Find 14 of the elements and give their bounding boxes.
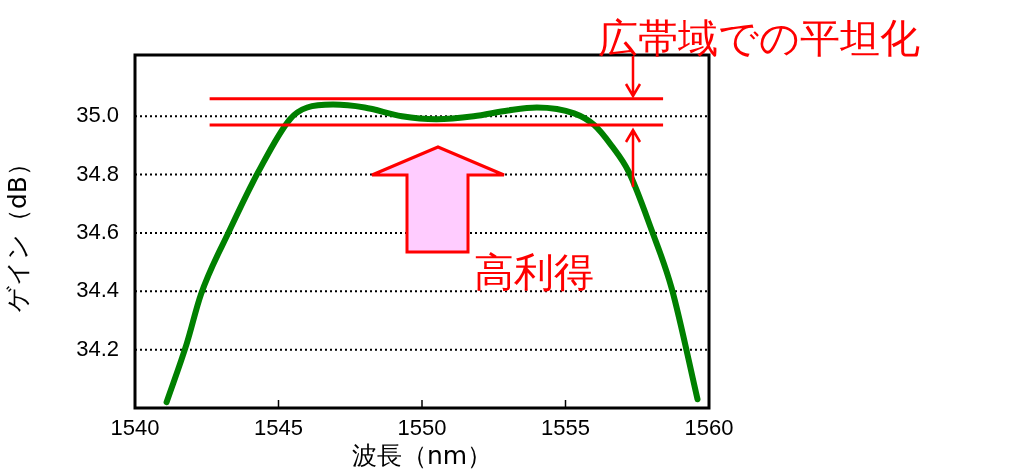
annotation: 高利得 (474, 249, 594, 295)
y-tick-label: 34.2 (76, 335, 119, 361)
annotation: 広帯域での平坦化 (598, 15, 920, 61)
y-tick-label: 34.4 (76, 277, 119, 303)
x-tick-label: 1550 (397, 415, 447, 441)
y-tick-label: 34.8 (76, 160, 119, 186)
x-axis-title: 波長（nm） (351, 440, 493, 470)
y-axis-title: ゲイン（dB） (2, 150, 32, 313)
y-tick-label: 34.6 (76, 219, 119, 245)
x-tick-label: 1555 (541, 415, 590, 441)
x-tick-label: 1540 (110, 415, 160, 441)
x-tick-label: 1545 (254, 415, 303, 441)
x-tick-label: 1560 (684, 415, 734, 441)
y-tick-label: 35.0 (76, 102, 119, 128)
